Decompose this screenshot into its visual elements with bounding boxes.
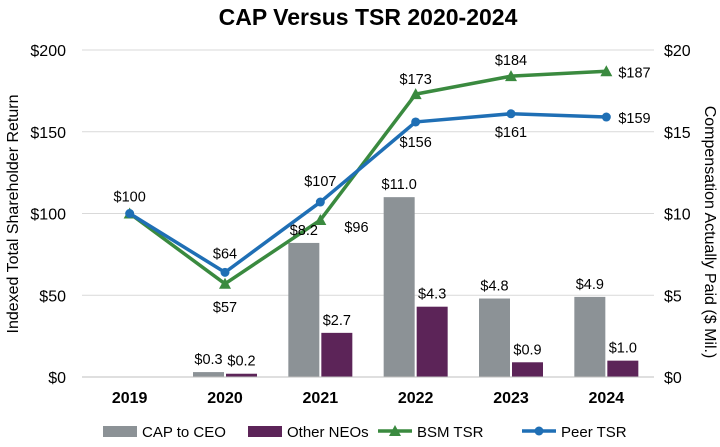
- x-tick-label: 2022: [398, 390, 434, 407]
- bsm-tsr-data-label: $57: [213, 300, 237, 316]
- bar-other-neos: [416, 306, 448, 377]
- bsm-tsr-data-label: $100: [114, 190, 146, 206]
- y-right-tick-label: $20: [664, 43, 691, 60]
- bar-cap-to-ceo: [574, 296, 606, 377]
- gridlines: [82, 49, 654, 296]
- bar-cap-to-ceo: [479, 298, 510, 377]
- legend-label: BSM TSR: [417, 424, 484, 441]
- legend-swatch: [248, 426, 282, 437]
- bar-data-label: $0.2: [227, 354, 255, 370]
- x-tick-label: 2023: [493, 390, 529, 407]
- marker-bsm-tsr: [505, 70, 517, 82]
- bsm-tsr-data-label: $187: [618, 65, 650, 81]
- y-left-tick-label: $200: [30, 43, 66, 60]
- marker-peer-tsr: [506, 109, 516, 119]
- peer-tsr-data-label: $64: [213, 246, 237, 262]
- chart-title: CAP Versus TSR 2020-2024: [219, 4, 518, 30]
- bar-data-label: $2.7: [323, 313, 351, 329]
- peer-tsr-data-label: $107: [304, 174, 336, 190]
- bar-cap-to-ceo: [383, 197, 415, 377]
- marker-peer-tsr: [411, 117, 421, 127]
- x-tick-label: 2019: [112, 390, 148, 407]
- marker-peer-tsr: [601, 112, 611, 122]
- bar-cap-to-ceo: [288, 242, 320, 377]
- bsm-tsr-data-label: $173: [400, 72, 432, 88]
- y-right-tick-label: $0: [664, 370, 682, 387]
- line-peer-tsr: [128, 112, 607, 275]
- y-left-tick-label: $100: [30, 207, 66, 224]
- legend-label: CAP to CEO: [142, 424, 226, 441]
- bar-other-neos: [321, 332, 353, 377]
- marker-peer-tsr: [125, 209, 135, 218]
- legend-label: Peer TSR: [561, 424, 627, 441]
- x-tick-label: 2024: [589, 390, 625, 407]
- bar-data-label: $0.3: [194, 352, 222, 368]
- marker-peer-tsr: [220, 267, 230, 277]
- y-left-tick-label: $0: [48, 370, 66, 387]
- bar-data-label: $4.3: [418, 287, 446, 303]
- bsm-tsr-data-label: $96: [344, 220, 368, 236]
- x-tick-label: 2020: [207, 390, 243, 407]
- marker-bsm-tsr: [314, 214, 327, 226]
- bsm-tsr-data-label: $184: [495, 53, 527, 69]
- bar-other-neos: [512, 362, 543, 377]
- legend-marker: [534, 426, 544, 436]
- legend-marker: [389, 425, 401, 436]
- y-axis-left: $0 $50 $100 $150 $200: [30, 43, 66, 387]
- peer-tsr-data-label: $156: [400, 135, 432, 151]
- marker-bsm-tsr: [409, 88, 422, 100]
- y-axis-right-label: Compensation Actually Paid ($ Mil.): [701, 106, 718, 359]
- y-axis-right: $0 $5 $10 $15 $20: [664, 43, 691, 387]
- marker-bsm-tsr: [219, 277, 231, 289]
- bar-cap-to-ceo: [193, 372, 224, 377]
- y-right-tick-label: $10: [664, 207, 691, 224]
- data-labels: $0.3 $8.2 $11.0 $4.8 $4.9 $0.2 $2.7 $4.3 $0.9 $1.…: [114, 53, 651, 370]
- y-right-tick-label: $5: [664, 288, 682, 305]
- legend-label: Other NEOs: [287, 424, 369, 441]
- y-left-tick-label: $150: [30, 125, 66, 142]
- bar-data-label: $1.0: [609, 341, 637, 357]
- line-bsm-tsr: [128, 69, 607, 286]
- y-left-tick-label: $50: [39, 288, 66, 305]
- line-series: [123, 65, 613, 289]
- marker-bsm-tsr: [600, 65, 613, 77]
- bar-data-label: $4.9: [576, 277, 604, 293]
- marker-peer-tsr: [315, 197, 325, 207]
- bar-series: [193, 197, 639, 377]
- legend-swatch: [103, 426, 137, 437]
- peer-tsr-data-label: $161: [495, 125, 527, 141]
- bar-data-label: $8.2: [290, 223, 318, 239]
- bar-data-label: $11.0: [382, 177, 417, 193]
- bar-data-label: $0.9: [513, 342, 541, 358]
- y-axis-left-label: Indexed Total Shareholder Return: [5, 95, 22, 334]
- bar-other-neos: [607, 360, 639, 377]
- bar-data-label: $4.8: [480, 279, 508, 295]
- x-tick-label: 2021: [303, 390, 339, 407]
- peer-tsr-data-label: $159: [618, 111, 650, 127]
- y-right-tick-label: $15: [664, 125, 691, 142]
- x-axis-ticks: 2019 2020 2021 2022 2023 2024: [112, 390, 624, 407]
- legend: CAP to CEO Other NEOs BSM TSR Peer TSR: [103, 424, 627, 441]
- bar-other-neos: [226, 373, 257, 377]
